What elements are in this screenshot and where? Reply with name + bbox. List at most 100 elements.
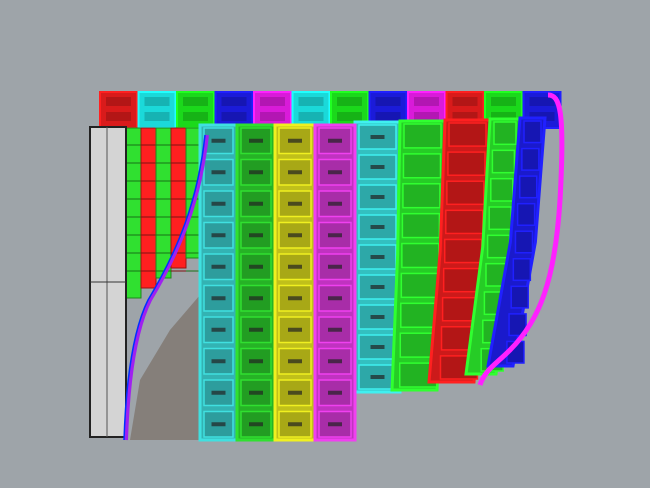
- panel-cell: [493, 121, 517, 146]
- magenta-edge: [477, 92, 565, 386]
- panel-cell: [402, 183, 441, 209]
- panel-label: [529, 97, 555, 106]
- panel-label: [106, 112, 131, 121]
- panel-label: [288, 170, 302, 175]
- panel-label: [370, 345, 385, 349]
- panel-label: [211, 138, 226, 143]
- panel-cell: [402, 153, 442, 179]
- front-panel-columns: [198, 123, 357, 442]
- panel-label: [328, 327, 342, 332]
- panel-label: [221, 112, 247, 121]
- panel-cell: [403, 123, 442, 149]
- panel-cell: [447, 151, 486, 176]
- panel-cell: [400, 302, 439, 328]
- panel-label: [328, 138, 342, 143]
- panel-label: [491, 97, 516, 106]
- panel-cell: [518, 175, 538, 199]
- curved-panel-columns: [353, 92, 565, 394]
- panel-label: [288, 233, 302, 238]
- panel-cell: [318, 221, 352, 249]
- panel-label: [370, 375, 385, 379]
- panel-label: [288, 359, 302, 364]
- left-strip: [140, 127, 157, 289]
- panel-cell: [490, 177, 514, 202]
- panel-cell: [401, 212, 441, 239]
- panel-label: [106, 97, 131, 106]
- panel-label: [375, 97, 401, 106]
- panel-cell: [446, 180, 485, 206]
- panel-cell: [512, 258, 532, 282]
- panel-label: [370, 255, 385, 259]
- panel-label: [211, 264, 226, 269]
- panel-cell: [358, 244, 397, 270]
- panel-label: [144, 112, 170, 121]
- panel-label: [211, 327, 226, 332]
- panel-cell: [318, 347, 352, 375]
- panel-label: [414, 97, 439, 106]
- panel-cell: [488, 206, 512, 231]
- panel-cell: [240, 253, 272, 281]
- panel-cell: [523, 120, 542, 144]
- panel-label: [288, 264, 302, 269]
- panel-label: [260, 97, 285, 106]
- left-strip: [155, 127, 172, 279]
- panel-label: [249, 264, 263, 269]
- panel-label: [288, 390, 302, 395]
- panel-label: [414, 112, 439, 121]
- panel-label: [249, 138, 263, 143]
- panel-cell: [442, 267, 482, 293]
- panel-label: [249, 296, 263, 301]
- panel-label: [211, 390, 226, 395]
- left-strips: [125, 127, 202, 299]
- panel-label: [370, 285, 385, 289]
- panel-label: [328, 422, 342, 427]
- panel-cell: [516, 202, 536, 226]
- panel-label: [288, 296, 302, 301]
- panel-label: [370, 135, 385, 139]
- panel-label: [298, 97, 324, 106]
- panel-label: [211, 170, 226, 175]
- panel-label: [249, 233, 263, 238]
- panel-label: [370, 315, 385, 319]
- panel-label: [211, 296, 226, 301]
- panel-label: [183, 97, 208, 106]
- panel-label: [491, 112, 516, 121]
- panel-label: [211, 201, 226, 206]
- panel-label: [370, 165, 385, 169]
- panel-cell: [400, 272, 440, 299]
- gray-frame-panel: [89, 126, 127, 438]
- panel-label: [249, 422, 263, 427]
- panel-cell: [445, 209, 484, 235]
- panel-label: [337, 112, 362, 121]
- panel-cell: [491, 149, 516, 174]
- panel-label: [370, 225, 385, 229]
- panel-label: [328, 233, 342, 238]
- panel-label: [249, 201, 263, 206]
- panel-label: [211, 422, 226, 427]
- panel-label: [260, 112, 285, 121]
- panel-label: [211, 233, 226, 238]
- panel-label: [183, 112, 208, 121]
- panel-label: [375, 112, 401, 121]
- panel-label: [452, 97, 478, 106]
- panel-label: [221, 97, 247, 106]
- panel-cell: [401, 242, 440, 269]
- panel-label: [211, 359, 226, 364]
- panel-label: [249, 327, 263, 332]
- panel-label: [249, 359, 263, 364]
- panel-label: [249, 390, 263, 395]
- panel-label: [328, 359, 342, 364]
- panel-label: [328, 264, 342, 269]
- panel-label: [328, 170, 342, 175]
- panel-label: [328, 201, 342, 206]
- panel-cell: [240, 127, 272, 155]
- left-strip: [125, 127, 142, 299]
- edge-curve-inner: [123, 134, 206, 441]
- panel-cell: [510, 285, 529, 309]
- panel-label: [288, 422, 302, 427]
- panel-cell: [514, 230, 534, 254]
- panel-cell: [486, 234, 511, 259]
- panel-label: [144, 97, 170, 106]
- panel-label: [370, 195, 385, 199]
